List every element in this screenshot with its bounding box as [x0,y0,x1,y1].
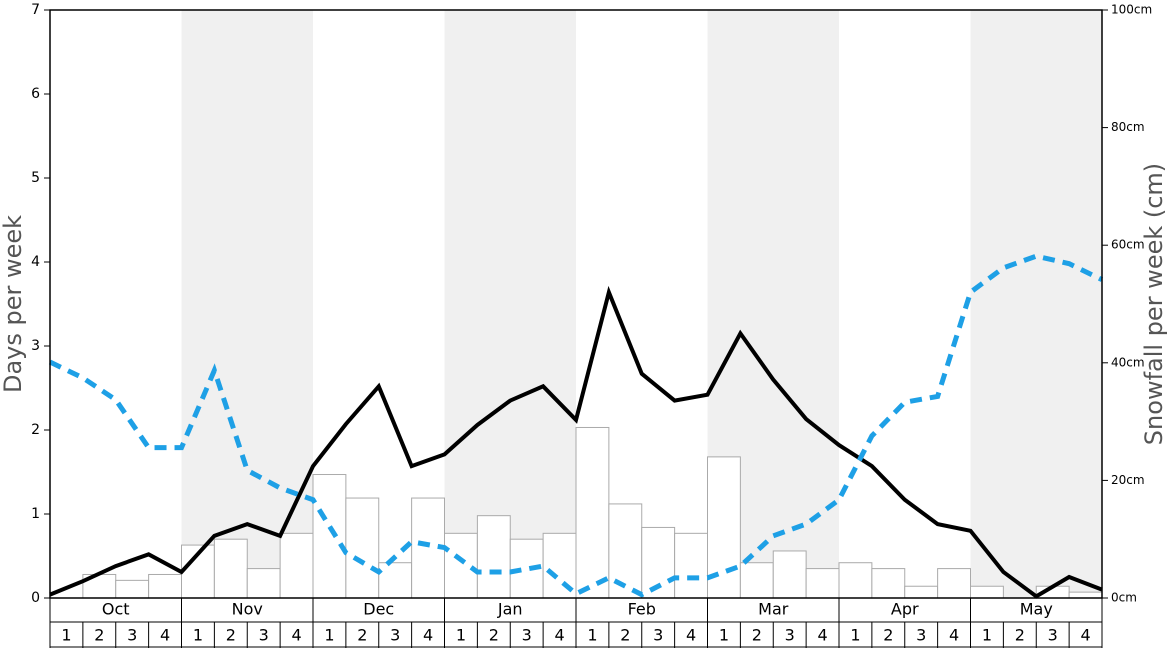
bar [904,585,939,599]
week-label: 2 [94,626,104,645]
y2-tick-label: 80cm [1111,120,1145,134]
week-label: 4 [949,626,959,645]
bar [575,426,610,599]
week-label: 3 [259,626,269,645]
week-label: 4 [817,626,827,645]
week-label: 3 [785,626,795,645]
bar [246,568,281,599]
week-label: 1 [456,626,466,645]
y-axis-title: Days per week [0,215,27,393]
month-label: May [1020,600,1053,619]
y-tick-label: 0 [31,590,40,606]
week-label: 1 [324,626,334,645]
y2-tick-label: 20cm [1111,473,1145,487]
bar [279,532,314,599]
month-shade [181,10,313,598]
week-label: 4 [423,626,433,645]
dashed-line [48,253,1104,598]
week-label: 2 [752,626,762,645]
week-label: 3 [1048,626,1058,645]
month-label: Jan [497,600,523,619]
bar [115,579,150,599]
y-tick-label: 5 [31,170,40,186]
month-shade [970,10,1102,598]
month-label: Oct [102,600,130,619]
bar [378,562,413,599]
week-label: 4 [1080,626,1090,645]
week-label: 2 [883,626,893,645]
week-label: 1 [193,626,203,645]
bar [970,585,1004,599]
y-tick-label: 4 [31,254,40,270]
bar [871,568,906,599]
bar [838,562,873,599]
month-shade [444,10,576,598]
bar [476,515,511,599]
month-label: Mar [758,600,789,619]
y2-tick-label: 100cm [1111,3,1152,17]
month-label: Nov [232,600,263,619]
week-label: 2 [226,626,236,645]
week-label: 3 [390,626,400,645]
bar [213,538,248,599]
bar [345,497,380,599]
week-label: 1 [587,626,597,645]
y2-tick-label: 40cm [1111,355,1145,369]
week-label: 3 [916,626,926,645]
month-label: Dec [363,600,394,619]
week-label: 1 [982,626,992,645]
week-label: 4 [554,626,564,645]
bar [937,568,971,599]
week-label: 4 [686,626,696,645]
line [49,285,1103,599]
y-tick-label: 6 [31,86,40,102]
week-label: 4 [160,626,170,645]
month-label: Apr [891,600,919,619]
y-tick-label: 1 [31,506,40,522]
week-label: 4 [291,626,301,645]
week-label: 2 [489,626,499,645]
week-label: 1 [850,626,860,645]
bar [739,562,774,599]
week-label: 1 [61,626,71,645]
bar [772,550,807,599]
bar [148,573,182,599]
bar [674,532,708,599]
y2-tick-label: 0cm [1111,591,1137,605]
y-tick-label: 3 [31,338,40,354]
week-label: 2 [620,626,630,645]
y-tick-label: 2 [31,422,40,438]
week-label: 1 [719,626,729,645]
y-tick-label: 7 [31,2,40,18]
week-label: 2 [1015,626,1025,645]
week-label: 3 [522,626,532,645]
y2-tick-label: 60cm [1111,238,1145,252]
bar [312,474,347,599]
y2-axis-title: Snowfall per week (cm) [1140,163,1168,445]
bar [1068,591,1103,599]
week-label: 3 [127,626,137,645]
month-label: Feb [628,600,656,619]
bar [805,568,840,599]
week-label: 3 [653,626,663,645]
week-label: 2 [357,626,367,645]
